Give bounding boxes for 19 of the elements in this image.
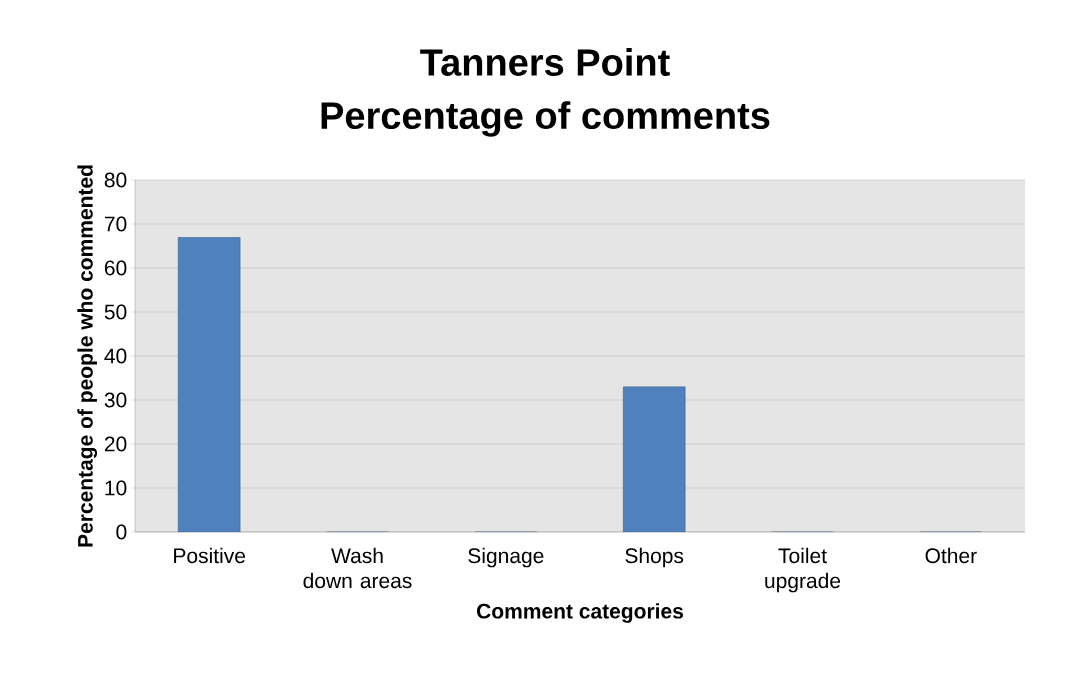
y-tick-label: 20 [104, 436, 127, 452]
chart-title: Tanners Point [420, 48, 670, 76]
y-tick-label: 80 [104, 172, 127, 188]
y-tick-label: 50 [104, 304, 127, 320]
chart-subtitle: Percentage of comments [321, 101, 770, 137]
y-tick-label: 30 [104, 392, 127, 408]
x-tick-label: Toilet upgrade [765, 547, 841, 593]
x-tick-label: Other [925, 547, 977, 564]
y-tick-label: 0 [116, 524, 127, 540]
y-axis-title: Percentage of people who commented [77, 165, 98, 547]
x-axis-title: Comment categories [477, 603, 683, 623]
x-tick-label: Shops [625, 547, 684, 568]
x-tick-label: Signage [468, 547, 544, 568]
y-tick-label: 70 [104, 216, 127, 232]
y-tick-label: 10 [105, 480, 127, 496]
x-tick-label: Positive [174, 547, 245, 564]
y-tick-label: 60 [104, 260, 127, 276]
x-tick-label: Wash down areas [303, 547, 412, 589]
y-tick-label: 40 [104, 348, 127, 364]
